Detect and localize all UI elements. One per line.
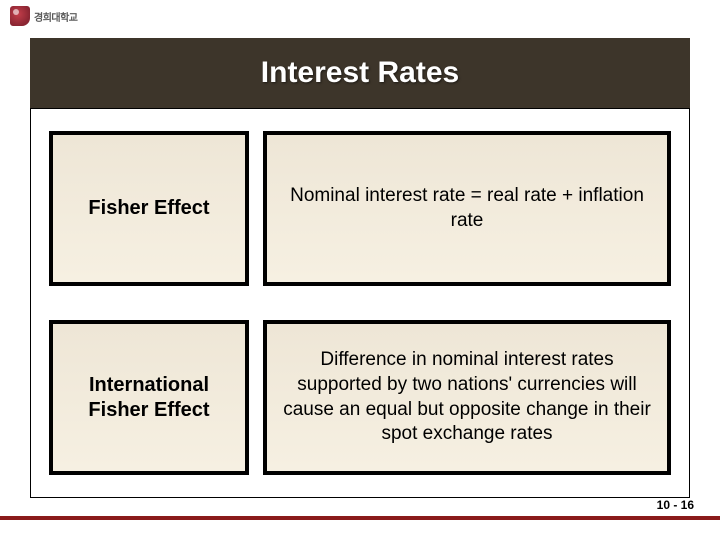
concept-label: International Fisher Effect [49, 320, 249, 475]
logo-emblem [10, 6, 30, 26]
title-bar: Interest Rates [30, 38, 690, 108]
content-frame: Fisher Effect Nominal interest rate = re… [30, 108, 690, 498]
concept-description: Difference in nominal interest rates sup… [263, 320, 671, 475]
university-logo: 경희대학교 [10, 6, 78, 26]
concept-row: International Fisher Effect Difference i… [49, 320, 671, 475]
slide-title: Interest Rates [261, 56, 459, 90]
concept-label: Fisher Effect [49, 131, 249, 286]
logo-text: 경희대학교 [34, 9, 78, 24]
concept-description: Nominal interest rate = real rate + infl… [263, 131, 671, 286]
concept-row: Fisher Effect Nominal interest rate = re… [49, 131, 671, 286]
page-number: 10 - 16 [657, 498, 694, 512]
footer-divider [0, 516, 720, 520]
